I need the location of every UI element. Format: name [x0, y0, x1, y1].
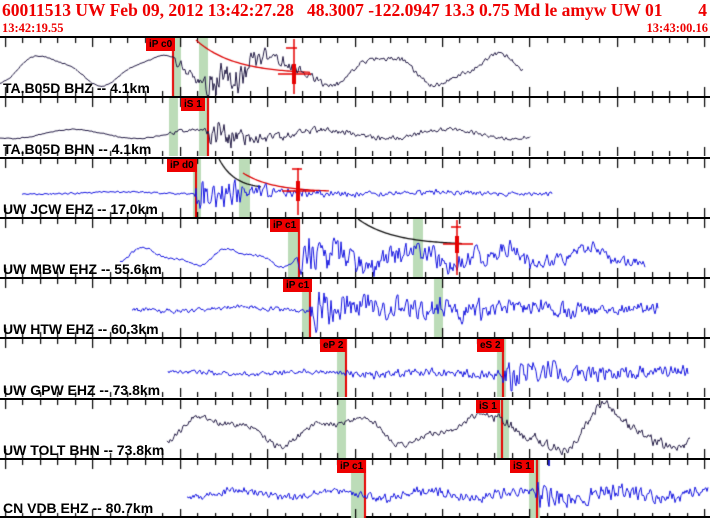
phase-pick-label[interactable]: iP c1 — [283, 279, 313, 292]
phase-pick-label[interactable]: eP 2 — [320, 339, 347, 353]
waveform-canvas[interactable] — [0, 158, 710, 217]
trace-panel[interactable]: iS 1 TA.B05D BHN -- 4.1km — [0, 96, 710, 157]
phase-pick-label[interactable]: eS 2 — [477, 339, 504, 353]
station-label: CN VDB EHZ -- 80.7km — [3, 500, 154, 516]
time-window-row: 13:42:19.55 13:43:00.16 — [0, 21, 710, 35]
window-end-time: 13:43:00.16 — [646, 21, 708, 35]
waveform-canvas[interactable] — [0, 98, 710, 157]
event-title-row: 60011513 UW Feb 09, 2012 13:42:27.28 48.… — [0, 0, 710, 21]
station-label: UW JCW EHZ -- 17.0km — [3, 200, 158, 217]
phase-pick-label[interactable]: iP c0 — [146, 38, 176, 51]
station-label: UW HTW EHZ -- 60.3km — [3, 321, 159, 338]
phase-pick-label[interactable]: iS 1 — [476, 399, 500, 413]
station-label: UW TOLT BHN -- 73.8km — [3, 441, 165, 458]
phase-pick-label[interactable]: iP c1 — [337, 459, 367, 473]
trace-panel[interactable]: iS 1 UW TOLT BHN -- 73.8km — [0, 397, 710, 458]
waveform-canvas[interactable] — [0, 218, 710, 277]
trace-panel[interactable]: eP 2 eS 2 UW GPW EHZ -- 73.8km — [0, 337, 710, 398]
event-header: 60011513 UW Feb 09, 2012 13:42:27.28 48.… — [0, 0, 710, 36]
station-label: TA.B05D BHZ -- 4.1km — [3, 80, 150, 97]
trace-panel[interactable]: iP c1 UW HTW EHZ -- 60.3km — [0, 277, 710, 338]
phase-pick-label[interactable]: iP c1 — [270, 218, 300, 232]
waveform-canvas[interactable] — [0, 279, 710, 337]
trace-panel[interactable]: iP d0 UW JCW EHZ -- 17.0km — [0, 156, 710, 217]
trace-panel[interactable]: iP c1 iS 1 CN VDB EHZ -- 80.7km — [0, 457, 710, 518]
waveform-canvas[interactable] — [0, 399, 710, 458]
station-label: TA.B05D BHN -- 4.1km — [3, 140, 152, 157]
phase-pick-label[interactable]: iS 1 — [181, 98, 205, 112]
phase-pick-label[interactable]: iS 1 — [510, 459, 534, 473]
trace-panels-container: iP c0 TA.B05D BHZ -- 4.1km iS 1 TA.B05D BHN… — [0, 36, 710, 518]
phase-pick-label[interactable]: iP d0 — [167, 158, 197, 172]
window-start-time: 13:42:19.55 — [2, 21, 64, 35]
event-flag: 4 — [698, 0, 707, 20]
waveform-canvas[interactable] — [0, 339, 710, 398]
trace-panel[interactable]: iP c0 TA.B05D BHZ -- 4.1km — [0, 36, 710, 97]
station-label: UW GPW EHZ -- 73.8km — [3, 381, 161, 398]
waveform-canvas[interactable] — [0, 38, 710, 96]
station-label: UW MBW EHZ -- 55.6km — [3, 261, 162, 277]
event-title: 60011513 UW Feb 09, 2012 13:42:27.28 48.… — [2, 0, 663, 20]
trace-panel[interactable]: iP c1 UW MBW EHZ -- 55.6km — [0, 216, 710, 277]
